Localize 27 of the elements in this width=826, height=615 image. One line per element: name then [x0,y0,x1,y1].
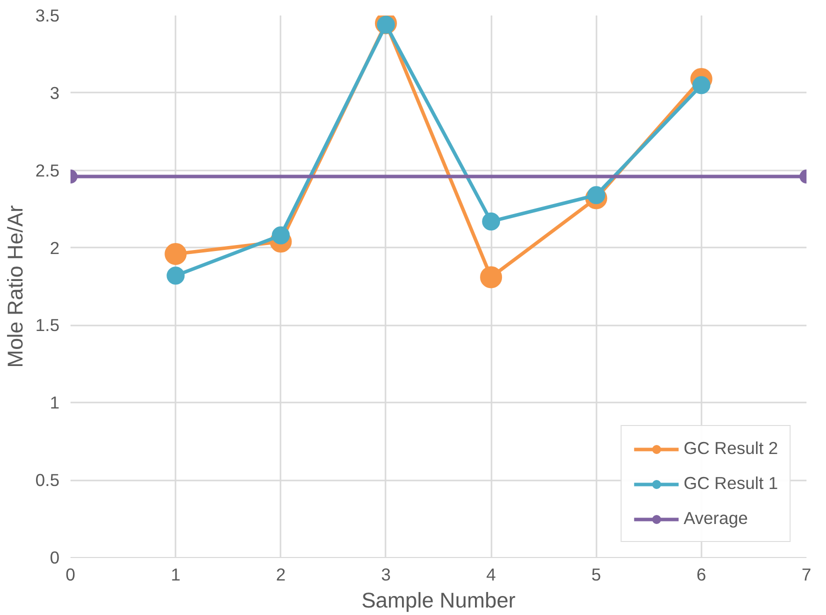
legend-label: Average [684,508,748,529]
x-tick-label: 0 [66,564,76,584]
x-tick-label: 7 [802,564,812,584]
point [164,243,187,265]
x-tick-label: 2 [276,564,286,584]
point [692,76,710,94]
y-tick-label: 1 [50,392,60,413]
point [482,212,500,230]
y-tick-label: 0.5 [35,470,60,490]
y-tick-label: 0 [50,548,60,568]
point [272,226,290,244]
legend-label: GC Result 1 [684,473,778,494]
y-tick-label: 2.5 [35,160,60,180]
y-tick-label: 3 [50,82,60,103]
x-tick-label: 3 [381,564,391,584]
point [480,266,502,288]
y-tick-label: 1.5 [35,315,60,336]
y-axis-title: Mole Ratio He/Ar [3,205,28,368]
x-tick-label: 1 [170,564,180,584]
x-tick-label: 6 [696,564,706,584]
x-tick-label: 4 [486,564,496,584]
y-tick-label: 3.5 [35,6,60,26]
x-tick-label: 5 [591,564,602,584]
x-axis-title: Sample Number [361,588,516,612]
point [166,266,185,285]
y-tick-label: 2 [50,238,60,258]
legend-label: GC Result 2 [684,438,778,459]
